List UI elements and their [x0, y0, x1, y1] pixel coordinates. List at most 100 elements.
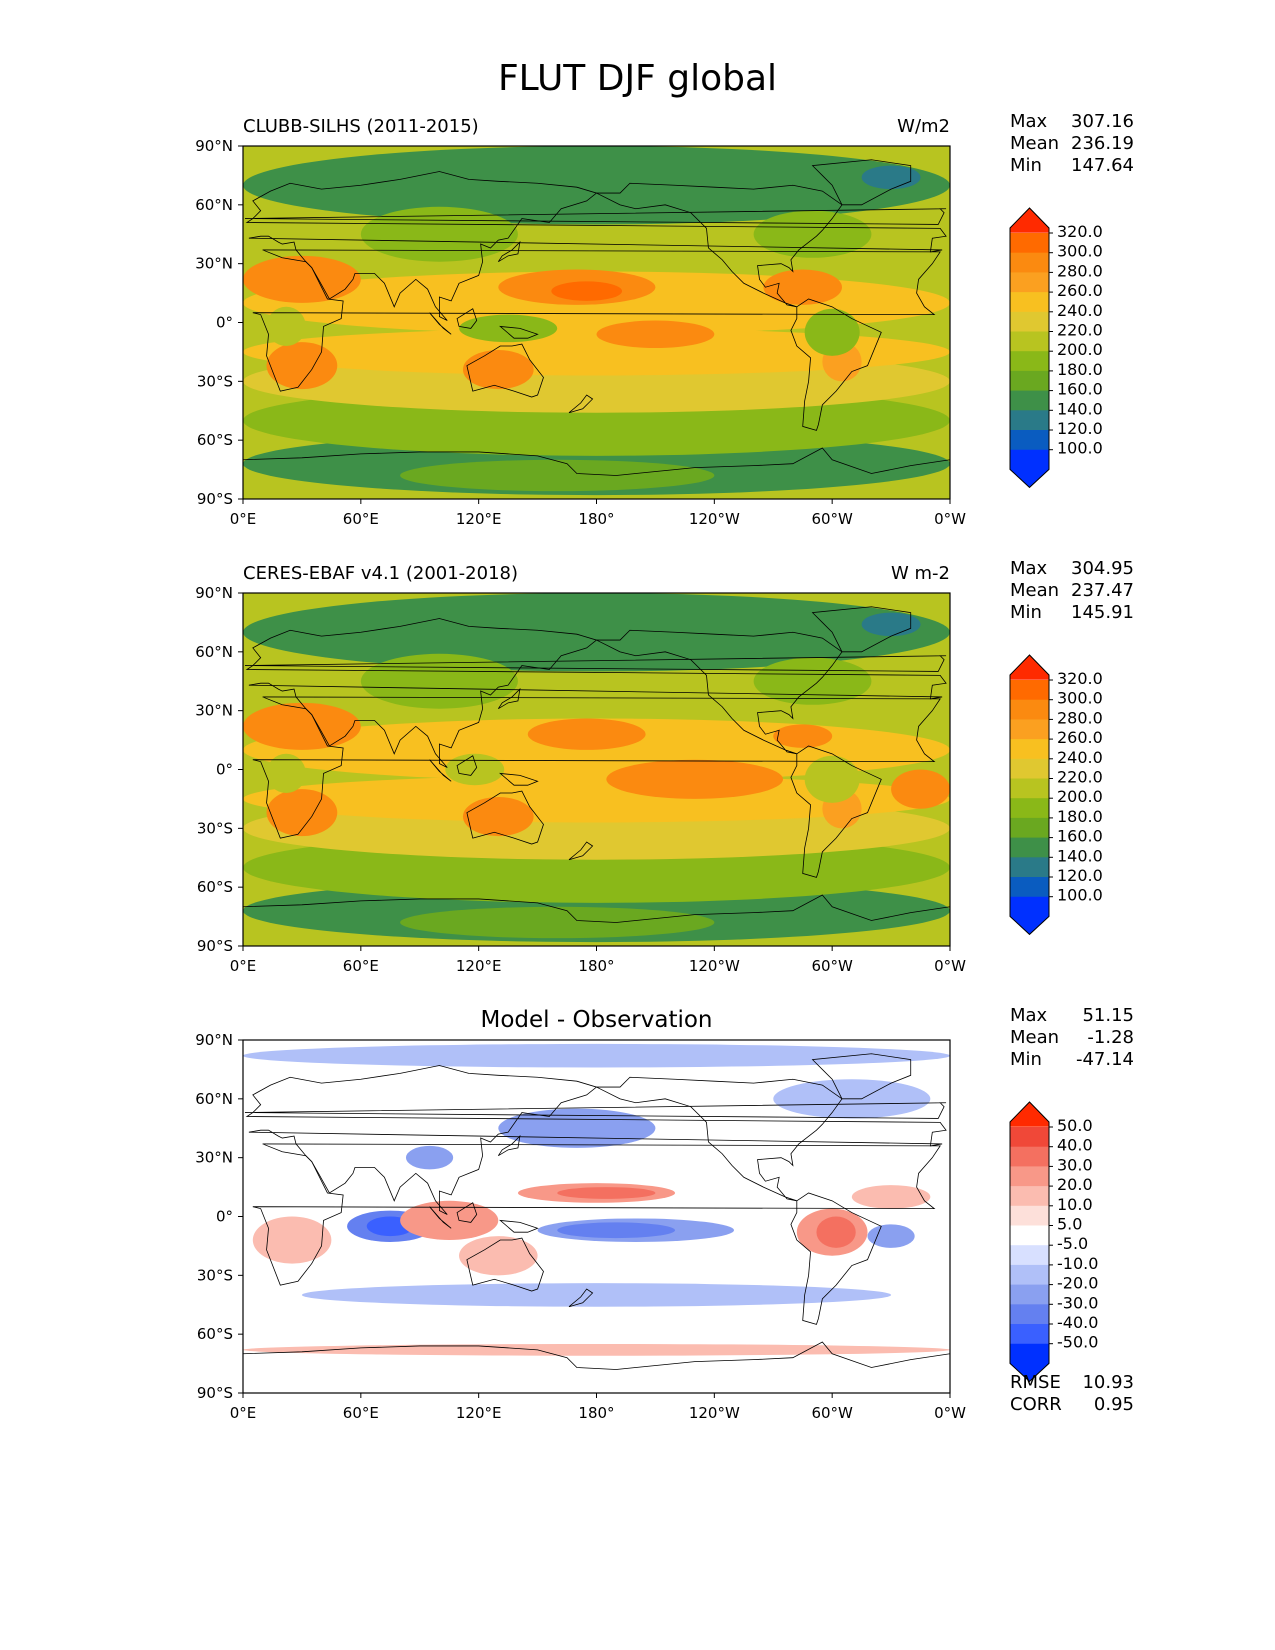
colorbar-level-label: 30.0 — [1057, 1155, 1093, 1174]
y-tick-label: 60°N — [195, 196, 233, 214]
field-contour — [266, 789, 338, 837]
colorbar-level-label: 260.0 — [1057, 728, 1103, 747]
colorbar-segment — [1010, 719, 1049, 740]
field-contour — [459, 1236, 538, 1276]
field-contour — [400, 1200, 499, 1241]
stat-row: Min 147.64 — [1010, 155, 1134, 177]
colorbar-level-label: 260.0 — [1057, 281, 1103, 300]
colorbar-level-label: 200.0 — [1057, 340, 1103, 359]
colorbar-level-label: 320.0 — [1057, 669, 1103, 688]
colorbar-segment — [1010, 370, 1049, 392]
stat-row: Max 307.16 — [1010, 111, 1134, 133]
x-tick-label: 0°E — [230, 957, 257, 975]
colorbar-segment — [1010, 331, 1049, 352]
field-contour — [557, 1222, 676, 1239]
stat-value: 307.16 — [1071, 111, 1134, 132]
colorbar-level-label: 240.0 — [1057, 748, 1103, 767]
field-contour — [527, 718, 646, 750]
y-tick-label: 60°S — [197, 1325, 233, 1343]
y-tick-label: 90°N — [195, 1031, 233, 1049]
y-tick-label: 0° — [216, 1208, 233, 1226]
colorbar-level-label: 120.0 — [1057, 866, 1103, 885]
colorbar-level-label: 160.0 — [1057, 380, 1103, 399]
colorbar-segment — [1010, 1166, 1049, 1187]
colorbar-segment — [1010, 1127, 1049, 1148]
coastline — [243, 894, 950, 946]
colorbar-level-label: 320.0 — [1057, 222, 1103, 241]
coastline — [790, 745, 882, 878]
colorbar-segment — [1010, 410, 1049, 431]
field-contour — [459, 314, 558, 343]
stat-value: 237.47 — [1071, 580, 1134, 601]
coastline — [811, 1053, 912, 1100]
stat-label: Mean — [1010, 580, 1060, 601]
map-plot-0: 0°E 60°E 120°E 180° 120°W 60°W 0°W 90°N 60°N 30°N… — [195, 137, 966, 528]
field-contour — [243, 146, 950, 225]
field-contour — [551, 281, 623, 301]
coastline — [456, 755, 478, 776]
stat-row: RMSE 10.93 — [1010, 1372, 1134, 1394]
y-tick-label: 30°N — [195, 702, 233, 720]
panel-stats: Max 304.95 Mean 237.47 Min 145.91 — [1010, 558, 1134, 624]
colorbar-level-label: 180.0 — [1057, 360, 1103, 379]
colorbar-outline — [1009, 654, 1050, 936]
coastline — [596, 182, 843, 308]
colorbar-segment — [1010, 739, 1049, 760]
coastline — [456, 1202, 478, 1223]
field-contour — [243, 593, 950, 672]
panel-stats: Max 51.15 Mean -1.28 Min -47.14 — [1010, 1005, 1134, 1071]
field-contour — [773, 724, 833, 748]
x-tick-label: 120°E — [456, 510, 502, 528]
field-contour — [763, 269, 842, 305]
coastline — [245, 1065, 947, 1215]
colorbar-segment — [1010, 1225, 1049, 1246]
colorbar-max-extend — [1010, 655, 1049, 680]
stat-label: Mean — [1010, 1027, 1060, 1048]
y-tick-label: 60°S — [197, 878, 233, 896]
colorbar-1: 320.0300.0280.0260.0240.0220.0200.0180.0… — [1009, 654, 1103, 936]
colorbar-segment — [1010, 837, 1049, 858]
colorbar-level-label: -20.0 — [1057, 1274, 1098, 1293]
colorbar-level-label: 140.0 — [1057, 399, 1103, 418]
colorbar-outline — [1009, 1101, 1050, 1383]
x-tick-label: 180° — [578, 510, 614, 528]
stat-value: 236.19 — [1071, 133, 1134, 154]
field-contour — [804, 308, 860, 356]
y-tick-label: 30°S — [197, 372, 233, 390]
stat-label: CORR — [1010, 1394, 1062, 1415]
figure-title: FLUT DJF global — [497, 58, 778, 99]
x-tick-label: 120°E — [456, 957, 502, 975]
map-field — [243, 593, 950, 946]
stat-row: Min 145.91 — [1010, 602, 1134, 624]
colorbar-segment — [1010, 699, 1049, 720]
coastline — [497, 687, 521, 710]
field-contour — [557, 1187, 656, 1199]
coastline — [429, 1206, 452, 1229]
colorbar-2: 50.040.030.020.010.05.0-5.0-10.0-20.0-30… — [1009, 1101, 1098, 1383]
x-tick-label: 180° — [578, 1404, 614, 1422]
y-tick-label: 0° — [216, 761, 233, 779]
map-plot-2: 0°E 60°E 120°E 180° 120°W 60°W 0°W 90°N 60°N 30°N… — [195, 1031, 966, 1422]
x-tick-label: 0°E — [230, 510, 257, 528]
field-contour — [861, 612, 921, 637]
colorbar-segment — [1010, 680, 1049, 701]
colorbar-level-label: 20.0 — [1057, 1175, 1093, 1194]
error-stats: RMSE 10.93 CORR 0.95 — [1010, 1372, 1134, 1416]
field-contour — [243, 328, 950, 376]
colorbar-segment — [1010, 272, 1049, 293]
x-tick-label: 60°W — [811, 1404, 853, 1422]
y-tick-label: 90°S — [197, 1384, 233, 1402]
coastline — [429, 759, 452, 782]
colorbar-segment — [1010, 1264, 1049, 1286]
y-tick-label: 90°N — [195, 584, 233, 602]
coastline — [568, 841, 594, 861]
y-tick-label: 60°S — [197, 431, 233, 449]
y-tick-label: 0° — [216, 314, 233, 332]
coastline — [596, 1076, 843, 1202]
stat-label: Max — [1010, 558, 1048, 579]
field-contour — [400, 459, 715, 492]
colorbar-level-label: 300.0 — [1057, 242, 1103, 261]
colorbar-level-label: 220.0 — [1057, 321, 1103, 340]
stat-value: 304.95 — [1071, 558, 1134, 579]
